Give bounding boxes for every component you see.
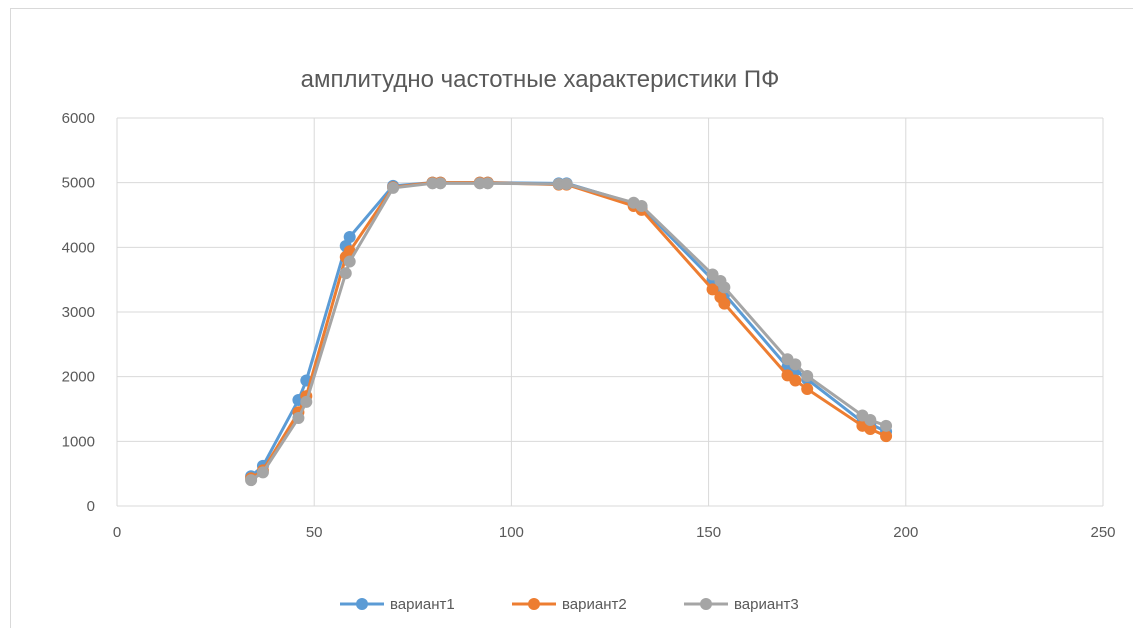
series-1 (245, 176, 893, 483)
x-tick-label: 0 (113, 524, 121, 541)
series-line (250, 181, 887, 482)
data-point (256, 466, 269, 479)
data-point (789, 358, 802, 371)
series-2 (245, 176, 893, 485)
data-point (245, 474, 258, 487)
data-point (801, 382, 814, 395)
data-point (343, 255, 356, 268)
series-line (250, 181, 887, 480)
data-point (343, 230, 356, 243)
data-point (718, 297, 731, 310)
data-point (880, 430, 893, 443)
chart-border-left (10, 8, 11, 628)
x-tick-label: 250 (1090, 524, 1115, 541)
x-tick-label: 50 (306, 524, 323, 541)
data-point (789, 374, 802, 387)
x-tick-label: 100 (499, 524, 524, 541)
legend-label: вариант2 (562, 596, 627, 613)
chart-title: амплитудно частотные характеристики ПФ (300, 66, 780, 93)
legend-label: вариант1 (390, 596, 455, 613)
legend-item: вариант2 (512, 596, 627, 613)
data-point (300, 395, 313, 408)
chart-border-top (10, 8, 1133, 9)
data-point (718, 281, 731, 294)
data-point (292, 412, 305, 425)
y-tick-label: 5000 (62, 175, 95, 192)
data-point (434, 177, 447, 190)
data-point (801, 370, 814, 383)
y-tick-label: 4000 (62, 239, 95, 256)
legend-item: вариант1 (340, 596, 455, 613)
data-point (880, 419, 893, 432)
legend-marker (356, 598, 368, 610)
legend-marker (528, 598, 540, 610)
legend-label: вариант3 (734, 596, 799, 613)
data-point (706, 283, 719, 296)
data-point (864, 423, 877, 436)
data-point (560, 177, 573, 190)
x-tick-label: 200 (893, 524, 918, 541)
series-line (250, 181, 887, 478)
y-tick-label: 2000 (62, 369, 95, 386)
data-point (339, 267, 352, 280)
y-tick-label: 6000 (62, 110, 95, 127)
data-point (481, 177, 494, 190)
legend-item: вариант3 (684, 596, 799, 613)
data-point (635, 199, 648, 212)
series-3 (245, 177, 893, 487)
x-tick-label: 150 (696, 524, 721, 541)
y-tick-label: 0 (87, 498, 95, 515)
data-point (864, 413, 877, 426)
legend-marker (700, 598, 712, 610)
y-tick-label: 3000 (62, 304, 95, 321)
y-tick-label: 1000 (62, 433, 95, 450)
data-point (387, 181, 400, 194)
